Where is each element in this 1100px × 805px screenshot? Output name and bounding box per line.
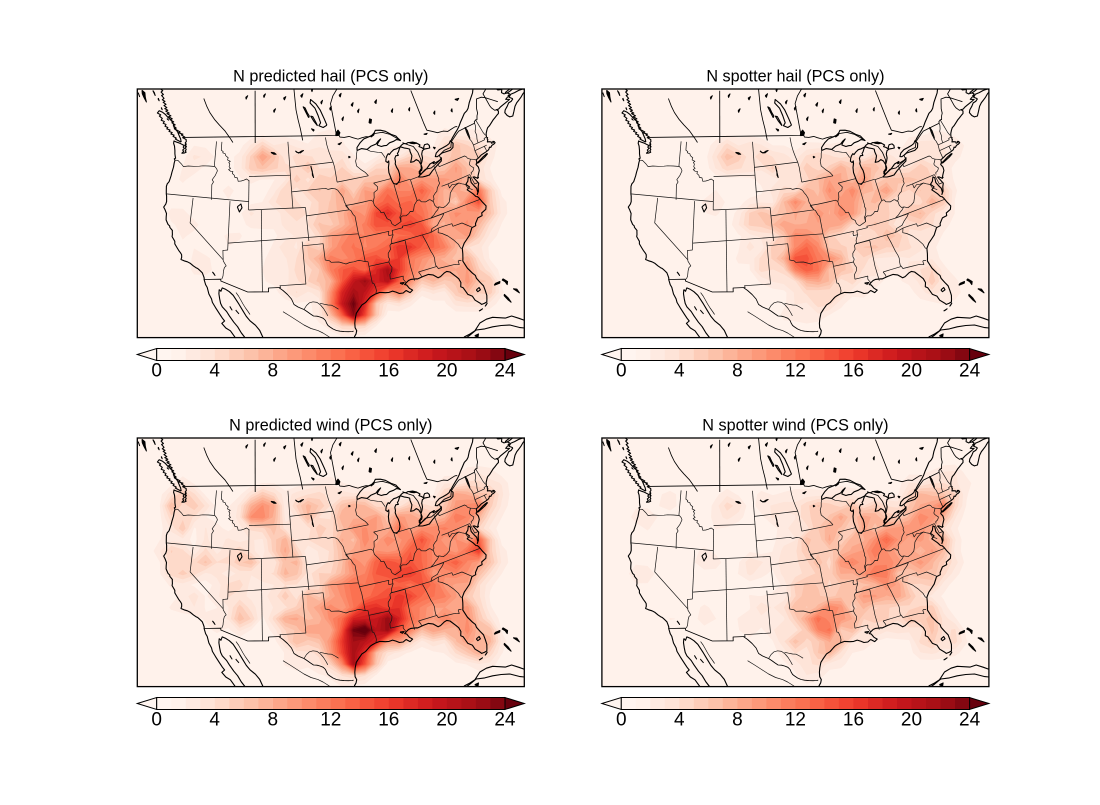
svg-text:4: 4 <box>209 710 220 731</box>
svg-text:N spotter wind (PCS only): N spotter wind (PCS only) <box>702 417 888 435</box>
svg-text:0: 0 <box>151 710 162 731</box>
svg-text:8: 8 <box>732 361 743 382</box>
svg-text:20: 20 <box>901 361 922 382</box>
svg-text:24: 24 <box>959 361 981 382</box>
svg-text:16: 16 <box>378 710 399 731</box>
svg-text:0: 0 <box>616 361 627 382</box>
svg-text:12: 12 <box>785 361 806 382</box>
svg-text:8: 8 <box>268 361 279 382</box>
svg-text:12: 12 <box>320 361 341 382</box>
svg-text:24: 24 <box>494 361 516 382</box>
svg-text:8: 8 <box>732 710 743 731</box>
svg-text:16: 16 <box>843 710 864 731</box>
svg-text:12: 12 <box>785 710 806 731</box>
svg-text:4: 4 <box>209 361 220 382</box>
svg-text:4: 4 <box>674 710 685 731</box>
svg-text:20: 20 <box>901 710 922 731</box>
svg-text:24: 24 <box>494 710 516 731</box>
svg-text:16: 16 <box>378 361 399 382</box>
svg-text:24: 24 <box>959 710 981 731</box>
svg-text:8: 8 <box>268 710 279 731</box>
svg-text:0: 0 <box>616 710 627 731</box>
svg-text:12: 12 <box>320 710 341 731</box>
svg-text:20: 20 <box>436 710 457 731</box>
svg-text:0: 0 <box>151 361 162 382</box>
svg-text:4: 4 <box>674 361 685 382</box>
svg-text:20: 20 <box>436 361 457 382</box>
svg-text:N predicted hail (PCS only): N predicted hail (PCS only) <box>233 68 428 86</box>
svg-text:16: 16 <box>843 361 864 382</box>
svg-text:N spotter hail (PCS only): N spotter hail (PCS only) <box>706 68 884 86</box>
svg-text:N predicted wind (PCS only): N predicted wind (PCS only) <box>229 417 432 435</box>
